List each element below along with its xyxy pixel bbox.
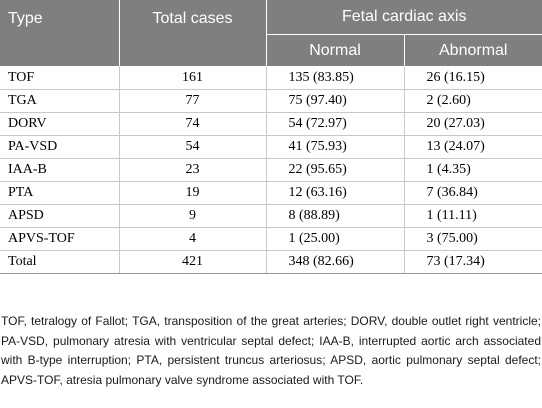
cell-normal: 8 (88.89) — [265, 204, 404, 228]
table-body: TOF 161 135 (83.85) 26 (16.15) TGA 77 75… — [0, 66, 542, 274]
cell-total: 421 — [118, 250, 266, 274]
table-row: PTA 19 12 (63.16) 7 (36.84) — [0, 181, 542, 205]
table-header: Type Total cases Fetal cardiac axis Norm… — [0, 0, 542, 66]
table-row-total: Total 421 348 (82.66) 73 (17.34) — [0, 250, 542, 274]
cell-abnormal: 1 (11.11) — [403, 204, 542, 228]
cell-normal: 54 (72.97) — [265, 112, 404, 136]
header-row-sub: Normal Abnormal — [0, 34, 542, 66]
fetal-cardiac-axis-table: Type Total cases Fetal cardiac axis Norm… — [0, 0, 542, 274]
table-row: APSD 9 8 (88.89) 1 (11.11) — [0, 204, 542, 228]
cell-type: DORV — [0, 112, 119, 136]
cell-type: Total — [0, 250, 119, 274]
cell-normal: 22 (95.65) — [265, 158, 404, 182]
table-row: PA-VSD 54 41 (75.93) 13 (24.07) — [0, 135, 542, 159]
cell-normal: 41 (75.93) — [265, 135, 404, 159]
cell-total: 77 — [118, 89, 266, 113]
header-normal: Normal — [265, 34, 404, 66]
header-total-cases: Total cases — [118, 0, 266, 66]
cell-abnormal: 13 (24.07) — [403, 135, 542, 159]
cell-total: 4 — [118, 227, 266, 251]
cell-total: 161 — [118, 66, 266, 90]
cell-type: TGA — [0, 89, 119, 113]
cell-abnormal: 1 (4.35) — [403, 158, 542, 182]
cell-type: PTA — [0, 181, 119, 205]
table-row: IAA-B 23 22 (95.65) 1 (4.35) — [0, 158, 542, 182]
cell-abnormal: 3 (75.00) — [403, 227, 542, 251]
cell-abnormal: 7 (36.84) — [403, 181, 542, 205]
cell-type: PA-VSD — [0, 135, 119, 159]
cell-abnormal: 2 (2.60) — [403, 89, 542, 113]
header-row-top: Type Total cases Fetal cardiac axis — [0, 0, 542, 66]
header-abnormal: Abnormal — [403, 34, 542, 66]
cell-normal: 135 (83.85) — [265, 66, 404, 90]
cell-total: 23 — [118, 158, 266, 182]
data-table-container: Type Total cases Fetal cardiac axis Norm… — [0, 0, 542, 274]
cell-normal: 1 (25.00) — [265, 227, 404, 251]
cell-total: 19 — [118, 181, 266, 205]
table-row: TGA 77 75 (97.40) 2 (2.60) — [0, 89, 542, 113]
table-row: DORV 74 54 (72.97) 20 (27.03) — [0, 112, 542, 136]
cell-normal: 12 (63.16) — [265, 181, 404, 205]
cell-normal: 348 (82.66) — [265, 250, 404, 274]
cell-total: 9 — [118, 204, 266, 228]
header-type: Type — [0, 0, 119, 66]
cell-normal: 75 (97.40) — [265, 89, 404, 113]
table-footnote: TOF, tetralogy of Fallot; TGA, transposi… — [1, 314, 541, 387]
cell-type: IAA-B — [0, 158, 119, 182]
cell-total: 54 — [118, 135, 266, 159]
cell-type: TOF — [0, 66, 119, 90]
cell-abnormal: 26 (16.15) — [403, 66, 542, 90]
cell-abnormal: 20 (27.03) — [403, 112, 542, 136]
table-row: TOF 161 135 (83.85) 26 (16.15) — [0, 66, 542, 90]
header-fetal-cardiac-axis: Fetal cardiac axis — [265, 0, 542, 35]
table-row: APVS-TOF 4 1 (25.00) 3 (75.00) — [0, 227, 542, 251]
cell-abnormal: 73 (17.34) — [403, 250, 542, 274]
cell-type: APSD — [0, 204, 119, 228]
cell-type: APVS-TOF — [0, 227, 119, 251]
cell-total: 74 — [118, 112, 266, 136]
